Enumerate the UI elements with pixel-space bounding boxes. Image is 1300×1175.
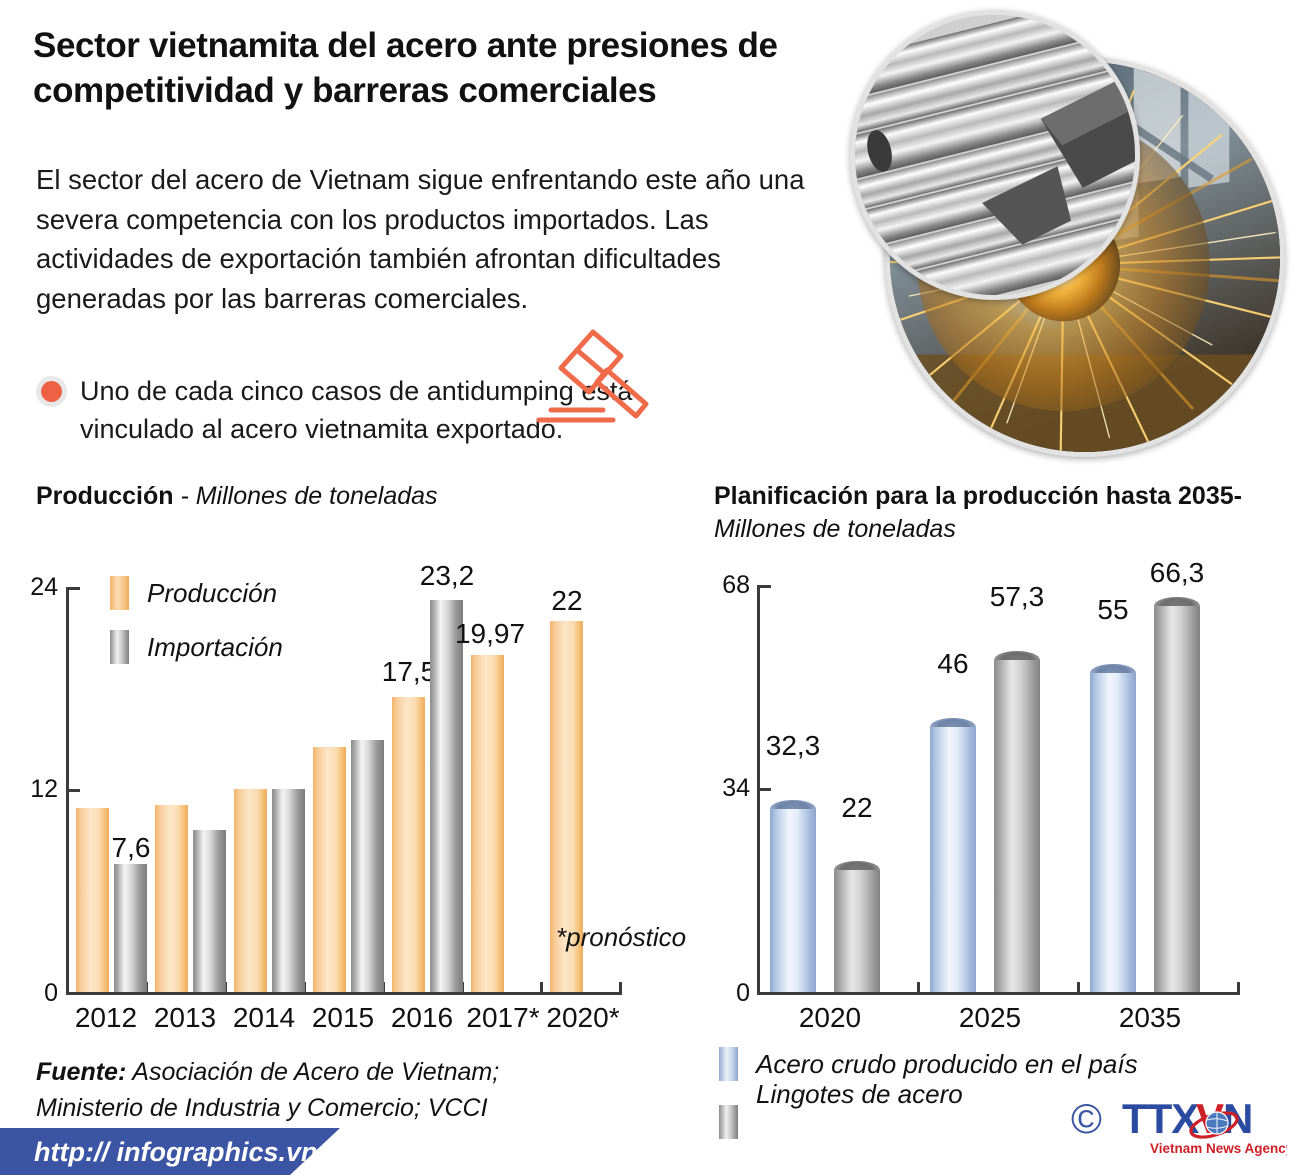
x-tick-r1 [917,982,920,995]
bar-produccion-2012 [76,808,109,992]
website-url[interactable]: http:// infographics.vn [34,1137,318,1167]
x-label-2014: 2014 [232,1002,296,1033]
source-text: Asociación de Acero de Vietnam; Minister… [36,1058,500,1122]
legend-item-importacion: Importación [110,630,283,664]
x-tick-7 [619,982,622,995]
bar-importacion-2015 [351,740,384,992]
steel-pipes-photo [850,10,1140,300]
gavel-icon [536,329,649,423]
x-label-2020: 2020* [546,1002,620,1033]
url-banner-tail [290,1128,340,1175]
y-label-68: 68 [722,571,750,599]
legend-swatch-acero-crudo-icon [719,1047,738,1081]
legend-label-acero-crudo: Acero crudo producido en el país [756,1048,1138,1079]
bar-lingotes-2025 [994,651,1040,992]
legend-label-produccion: Producción [147,577,278,608]
source-credit: Fuente: Asociación de Acero de Vietnam; … [36,1055,576,1126]
x-tick-r2 [1077,982,1080,995]
bar-label-produccion-2016: 17,5 [381,656,437,687]
legend-swatch-produccion-icon [110,576,129,610]
bar-label-lingotes-2025: 57,3 [989,581,1045,612]
legend-item-acero-crudo: Acero crudo producido en el país [719,1047,1138,1081]
bar-produccion-2014 [234,789,267,992]
x-label-2016: 2016 [390,1002,454,1033]
bar-label-lingotes-2035: 66,3 [1149,557,1205,588]
intro-paragraph: El sector del acero de Vietnam sigue enf… [36,164,805,314]
left-chart-title: Producción [36,482,174,510]
planning-bar-chart: 68 34 0 32,3 22 46 57,3 55 [700,557,1300,1139]
left-chart-subtitle: - Millones de toneladas [173,482,438,510]
bar-produccion-2016 [392,697,425,992]
y-tick-12 [66,789,80,792]
x-label-2025: 2025 [958,1002,1022,1033]
bar-label-acero-crudo-2020: 32,3 [765,730,821,761]
right-chart-subtitle: Millones de toneladas [714,514,956,543]
bar-lingotes-2035 [1154,597,1200,992]
x-label-2012: 2012 [74,1002,138,1033]
left-chart-heading: Producción - Millones de toneladas [36,480,636,513]
bar-acero-crudo-2020 [770,800,816,992]
y-label-24: 24 [30,573,58,601]
bar-importacion-2012 [114,864,147,992]
y-label-34: 34 [722,774,750,802]
bar-importacion-2013 [193,830,226,992]
bar-produccion-2013 [155,805,188,992]
bar-produccion-2017 [471,655,504,992]
bar-label-acero-crudo-2035: 55 [1097,594,1129,625]
bar-label-produccion-2020: 22 [551,585,583,616]
page-title: Sector vietnamita del acero ante presion… [33,26,778,110]
legend-item-produccion: Producción [110,576,277,610]
bullet-dot-icon [36,376,67,407]
bar-label-lingotes-2020: 22 [841,792,873,823]
y-tick-68 [757,585,771,588]
x-tick-6 [540,982,543,995]
legend-swatch-importacion-icon [110,630,129,664]
bar-produccion-2015 [313,747,346,992]
production-bar-chart: 24 12 0 7,6 17,5 23,2 19,97 [0,560,700,1033]
x-tick-r3 [1237,982,1240,995]
x-label-2035: 2035 [1118,1002,1182,1033]
bar-label-acero-crudo-2025: 46 [937,648,969,679]
x-label-2020: 2020 [798,1002,862,1033]
legend-swatch-lingotes-icon [719,1105,738,1139]
x-label-2015: 2015 [311,1002,375,1033]
bar-label-importacion-2012: 7,6 [111,832,151,863]
bar-produccion-2020 [550,621,583,992]
x-tick-r0 [757,982,760,995]
bar-acero-crudo-2025 [930,718,976,992]
ttxvn-subtitle: Vietnam News Agency [1150,1141,1287,1156]
bar-importacion-2014 [272,789,305,992]
photo-collage [845,2,1295,467]
y-tick-24 [66,587,80,590]
bar-label-produccion-2017: 19,97 [454,618,526,649]
y-label-0: 0 [44,979,58,1007]
x-label-2017: 2017* [466,1002,540,1033]
legend-label-lingotes: Lingotes de acero [756,1079,963,1109]
right-chart-title: Planificación para la producción hasta 2… [714,482,1242,510]
bullet-text: Uno de cada cinco casos de antidumping e… [80,376,633,445]
x-axis-right [757,992,1240,995]
bar-label-importacion-2016: 23,2 [419,560,475,591]
source-label: Fuente: [36,1058,127,1086]
ttxvn-logo: TTX V N Vietnam News Agency [1122,1095,1287,1156]
x-tick-0 [66,982,69,995]
y-label-12: 12 [30,775,58,803]
y-tick-34 [757,788,771,791]
copyright-icon: © [1071,1095,1102,1142]
x-axis-left [66,992,622,995]
legend-label-importacion: Importación [147,631,283,662]
x-label-2013: 2013 [153,1002,217,1033]
right-chart-heading: Planificación para la producción hasta 2… [714,480,1274,545]
highlight-bullet: Uno de cada cinco casos de antidumping e… [36,372,696,449]
bar-importacion-2016 [430,600,463,992]
svg-text:TTX: TTX [1122,1095,1199,1142]
forecast-note: *pronóstico [556,922,687,952]
y-label-0: 0 [736,979,750,1007]
bar-acero-crudo-2035 [1090,664,1136,992]
bar-lingotes-2020 [834,861,880,992]
url-banner [0,1128,290,1175]
